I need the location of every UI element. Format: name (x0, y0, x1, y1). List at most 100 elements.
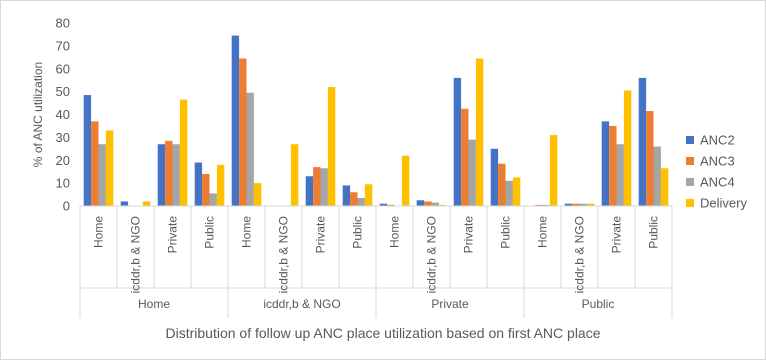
bar-delivery-g3-c0 (549, 135, 558, 206)
bar-anc4-g0-c3 (209, 193, 217, 206)
y-tick-label: 80 (56, 16, 70, 31)
legend-label-anc3: ANC3 (700, 154, 735, 169)
bar-delivery-g2-c1 (438, 204, 447, 206)
group-label: Public (582, 297, 615, 311)
bar-delivery-g1-c1 (290, 144, 299, 206)
bar-delivery-g1-c0 (253, 183, 262, 207)
bar-anc3-g3-c0 (535, 204, 543, 206)
category-label: Home (388, 216, 402, 248)
y-tick-label: 50 (56, 84, 70, 99)
bar-anc4-g1-c3 (357, 197, 365, 206)
bar-delivery-g2-c3 (512, 177, 521, 206)
category-label: Public (351, 216, 365, 249)
bar-anc4-g0-c2 (172, 144, 180, 206)
bar-anc2-g3-c2 (601, 121, 610, 206)
bar-anc4-g2-c3 (505, 180, 513, 206)
y-tick-label: 0 (63, 199, 70, 214)
bar-anc4-g1-c0 (246, 92, 254, 206)
category-label: Home (536, 216, 550, 248)
bar-delivery-g1-c2 (327, 87, 336, 206)
bar-anc3-g0-c3 (202, 173, 210, 206)
bar-anc4-g3-c0 (542, 204, 550, 206)
category-label: icddr,b & NGO (277, 216, 291, 293)
legend-label-anc2: ANC2 (700, 133, 735, 148)
y-tick-label: 30 (56, 130, 70, 145)
labels-layer: 0 10 20 30 40 50 60 70 80 Home icddr,b & NGO Privat… (56, 16, 661, 312)
bar-delivery-g3-c1 (586, 203, 595, 206)
bar-anc2-g3-c1 (564, 203, 573, 206)
bar-anc2-g3-c3 (638, 77, 647, 207)
legend-label-anc4: ANC4 (700, 175, 735, 190)
y-tick-label: 40 (56, 107, 70, 122)
legend-swatch-delivery (686, 199, 694, 207)
x-axis-title: Distribution of follow up ANC place util… (166, 325, 601, 341)
bar-anc4-g1-c2 (320, 168, 328, 206)
category-label: Home (240, 216, 254, 248)
category-label: Private (610, 216, 624, 254)
bar-anc4-g0-c0 (98, 144, 106, 206)
legend-label-delivery: Delivery (700, 196, 747, 211)
group-label: Private (431, 297, 469, 311)
bar-anc3-g2-c0 (387, 204, 395, 206)
y-tick-label: 70 (56, 38, 70, 53)
bar-delivery-g3-c3 (660, 168, 669, 206)
category-label: icddr,b & NGO (425, 216, 439, 293)
bar-anc2-g0-c0 (83, 95, 92, 206)
y-tick-label: 10 (56, 176, 70, 191)
y-tick-label: 60 (56, 61, 70, 76)
bar-anc3-g3-c3 (646, 111, 654, 206)
bar-delivery-g1-c3 (364, 184, 373, 206)
group-label: icddr,b & NGO (263, 297, 340, 311)
category-label: icddr,b & NGO (573, 216, 587, 293)
legend-swatch-anc4 (686, 178, 694, 186)
bar-delivery-g2-c0 (401, 155, 410, 206)
category-label: icddr,b & NGO (129, 216, 143, 293)
bar-delivery-g0-c1 (142, 201, 151, 206)
legend-swatch-anc2 (686, 136, 694, 144)
category-label: Private (314, 216, 328, 254)
bar-anc2-g2-c0 (379, 203, 388, 206)
y-axis-title: % of ANC utilization (31, 62, 45, 167)
bar-anc2-g0-c1 (120, 201, 129, 206)
bar-anc4-g2-c1 (431, 202, 439, 206)
y-tick-label: 20 (56, 153, 70, 168)
bar-delivery-g0-c2 (179, 99, 188, 206)
bar-delivery-g3-c2 (623, 90, 632, 206)
bar-anc3-g2-c3 (498, 163, 506, 206)
bar-anc4-g3-c3 (653, 146, 661, 206)
bar-anc3-g1-c0 (239, 58, 247, 207)
legend-swatch-anc3 (686, 157, 694, 165)
bar-anc3-g1-c3 (350, 192, 358, 206)
category-label: Home (92, 216, 106, 248)
category-label: Private (166, 216, 180, 254)
bar-anc3-g3-c2 (609, 125, 617, 206)
bar-anc2-g1-c3 (342, 185, 351, 206)
bar-anc2-g0-c2 (157, 144, 166, 206)
bar-anc3-g1-c2 (313, 167, 321, 206)
category-label: Public (499, 216, 513, 249)
bar-anc3-g0-c2 (165, 140, 173, 206)
category-label: Private (462, 216, 476, 254)
bar-delivery-g0-c3 (216, 164, 225, 206)
bar-anc2-g1-c0 (231, 35, 240, 206)
axes-layer (79, 205, 673, 318)
bar-anc4-g2-c2 (468, 139, 476, 206)
bar-anc3-g2-c1 (424, 201, 432, 206)
category-label: Public (203, 216, 217, 249)
group-label: Home (138, 297, 170, 311)
bar-anc4-g3-c1 (579, 203, 587, 206)
category-label: Public (647, 216, 661, 249)
bar-anc2-g0-c3 (194, 162, 203, 206)
bar-anc2-g2-c1 (416, 200, 425, 206)
bar-anc4-g3-c2 (616, 144, 624, 206)
bar-anc3-g0-c0 (91, 121, 99, 206)
bar-anc2-g2-c2 (453, 77, 462, 207)
bar-delivery-g0-c0 (105, 130, 114, 206)
legend: ANC2 ANC3 ANC4 Delivery (686, 133, 747, 211)
bar-anc3-g2-c2 (461, 108, 469, 206)
bar-anc3-g3-c1 (572, 203, 580, 206)
bar-anc2-g1-c2 (305, 176, 314, 206)
